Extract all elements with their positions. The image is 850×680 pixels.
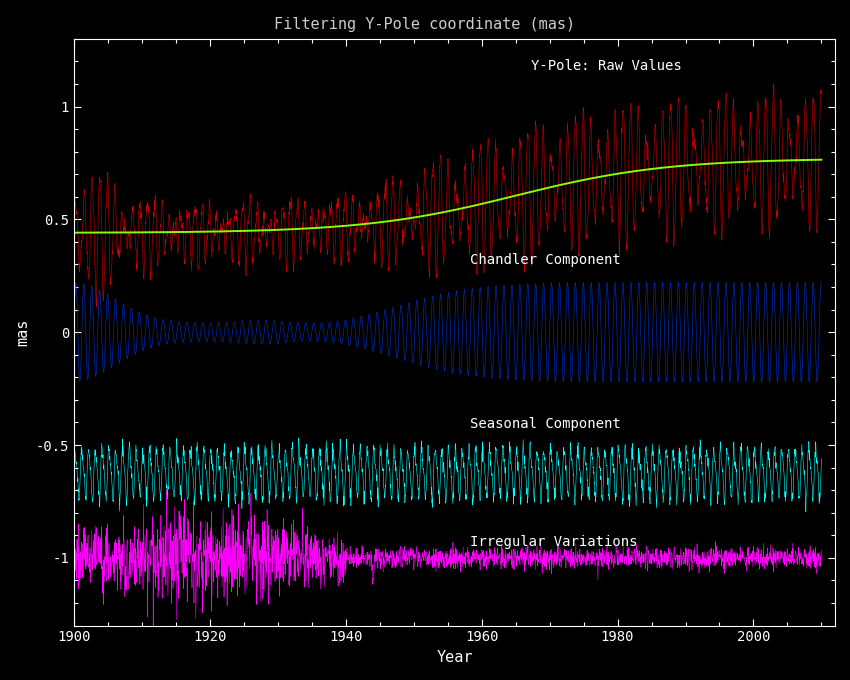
Text: Filtering Y-Pole coordinate (mas): Filtering Y-Pole coordinate (mas) bbox=[275, 17, 575, 32]
Text: Y-Pole: Raw Values: Y-Pole: Raw Values bbox=[530, 59, 682, 73]
Text: Seasonal Component: Seasonal Component bbox=[470, 418, 620, 431]
X-axis label: Year: Year bbox=[436, 650, 473, 665]
Y-axis label: mas: mas bbox=[15, 318, 30, 346]
Text: Irregular Variations: Irregular Variations bbox=[470, 534, 638, 549]
Text: Chandler Component: Chandler Component bbox=[470, 253, 620, 267]
